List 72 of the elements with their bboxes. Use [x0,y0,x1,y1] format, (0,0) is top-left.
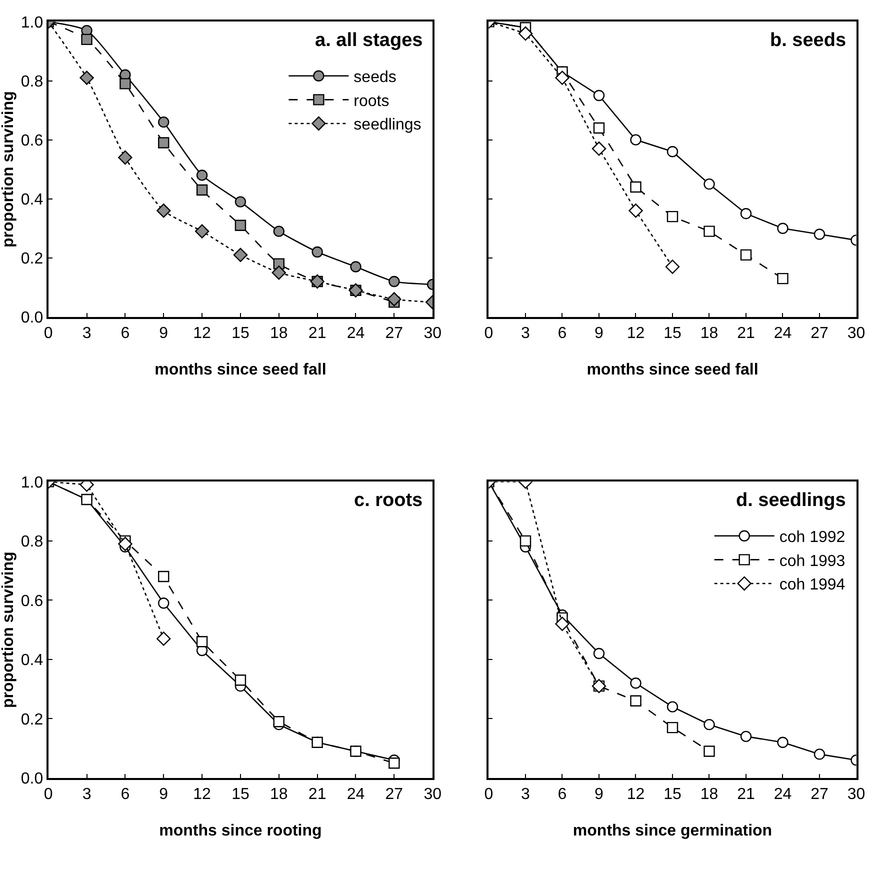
y-tick-label: 0.6 [20,132,44,150]
x-tick-label: 15 [664,325,682,342]
x-tick-label: 27 [810,325,828,342]
x-tick-label: 27 [810,786,828,804]
x-tick-label: 0 [44,786,53,804]
x-tick-label: 30 [847,325,866,342]
x-tick-label: 18 [700,786,718,804]
x-tick-label: 24 [346,786,365,804]
legend-label: coh 1994 [779,576,846,594]
x-tick-label: 30 [424,325,442,342]
x-tick-label: 15 [232,786,250,804]
text: c. roots [354,490,423,511]
x-tick-label: 15 [664,786,682,804]
x-axis-title: months since seed fall [586,361,758,378]
text: d. seedlings [736,490,846,511]
legend-label: seeds [354,69,396,86]
x-tick-label: 0 [484,786,494,804]
y-axis-title: proportion surviving [0,91,17,248]
x-axis-title: months since germination [572,822,772,840]
x-tick-label: 24 [774,325,792,342]
x-tick-label: 24 [774,786,792,804]
x-tick-label: 21 [308,786,326,804]
x-tick-label: 3 [82,786,92,804]
x-tick-label: 3 [521,786,530,804]
y-tick-label: 0.2 [20,711,44,728]
x-tick-label: 18 [270,786,288,804]
x-tick-label: 6 [558,786,567,804]
y-tick-label: 1.0 [20,474,44,492]
x-tick-label: 9 [159,325,168,342]
x-tick-label: 18 [270,325,288,342]
x-tick-label: 6 [120,786,130,804]
y-tick-label: 0.0 [20,770,44,788]
x-tick-label: 15 [232,325,250,342]
x-axis-title: months since rooting [159,822,322,840]
x-tick-label: 12 [626,325,645,342]
x-tick-label: 9 [594,786,604,804]
x-tick-label: 27 [385,786,404,804]
x-tick-label: 12 [193,325,212,342]
y-tick-label: 0.6 [20,592,44,610]
x-tick-label: 0 [44,325,53,342]
x-tick-label: 3 [82,325,92,342]
x-tick-label: 12 [193,786,212,804]
x-tick-label: 30 [847,786,866,804]
x-tick-label: 30 [424,786,442,804]
y-tick-label: 0.0 [20,310,44,327]
x-tick-label: 24 [346,325,365,342]
x-tick-label: 9 [159,786,168,804]
x-tick-label: 21 [308,325,326,342]
text: b. seeds [770,30,846,51]
x-tick-label: 3 [521,325,530,342]
x-tick-label: 9 [594,325,604,342]
legend-label: coh 1992 [779,529,846,546]
x-tick-label: 6 [120,325,130,342]
legend-label: seedlings [354,116,422,134]
x-tick-label: 6 [558,325,567,342]
y-tick-label: 0.8 [20,73,44,90]
x-tick-label: 18 [700,325,718,342]
x-tick-label: 21 [737,786,755,804]
text: a. all stages [315,30,423,51]
legend-label: coh 1993 [779,552,846,570]
y-tick-label: 0.2 [20,250,44,268]
x-tick-label: 0 [484,325,494,342]
y-tick-label: 1.0 [20,14,44,32]
x-axis-title: months since seed fall [154,361,326,378]
y-tick-label: 0.4 [20,191,44,208]
x-tick-label: 12 [626,786,645,804]
y-tick-label: 0.4 [20,652,44,670]
y-axis-title: proportion surviving [0,552,17,708]
x-tick-label: 27 [385,325,404,342]
x-tick-label: 21 [737,325,755,342]
y-tick-label: 0.8 [20,534,44,551]
legend-label: roots [354,92,390,110]
